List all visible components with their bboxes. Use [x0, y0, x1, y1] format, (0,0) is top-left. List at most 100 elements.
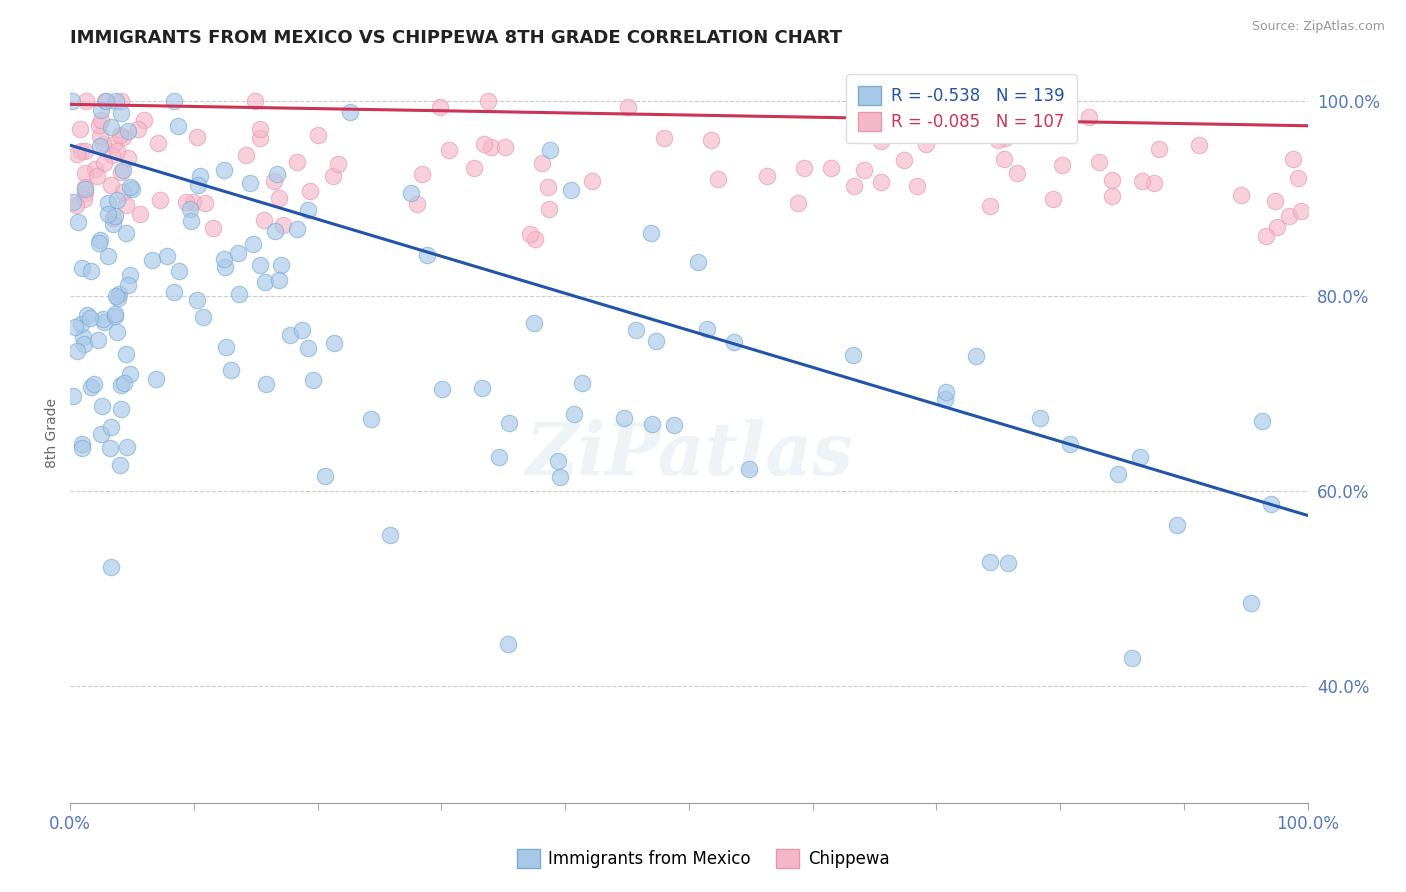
Point: [73, 166, 96, 180]
Point: [186, 130, 208, 145]
Point: [90, 103, 112, 117]
Y-axis label: 8th Grade: 8th Grade: [45, 398, 59, 467]
Point: [114, 198, 136, 212]
Point: [180, 213, 202, 227]
Point: [328, 157, 350, 171]
Point: [1282, 152, 1305, 166]
Text: ZiPatlas: ZiPatlas: [524, 419, 853, 491]
Point: [429, 99, 451, 113]
Point: [108, 458, 131, 473]
Point: [90, 400, 112, 414]
Point: [852, 163, 875, 178]
Point: [893, 153, 915, 168]
Point: [108, 286, 131, 301]
Legend: R = -0.538   N = 139, R = -0.085   N = 107: R = -0.538 N = 139, R = -0.085 N = 107: [846, 74, 1077, 143]
Point: [1107, 467, 1129, 482]
Point: [965, 349, 987, 363]
Point: [249, 258, 271, 272]
Point: [166, 119, 188, 133]
Point: [110, 106, 132, 120]
Point: [416, 248, 439, 262]
Point: [307, 128, 329, 142]
Point: [285, 222, 308, 236]
Point: [145, 372, 167, 386]
Point: [471, 381, 494, 395]
Point: [479, 140, 502, 154]
Point: [905, 179, 928, 194]
Point: [339, 105, 361, 120]
Point: [80, 380, 103, 394]
Point: [242, 236, 264, 251]
Point: [73, 179, 96, 194]
Point: [212, 252, 235, 266]
Point: [1078, 110, 1101, 124]
Point: [1260, 498, 1282, 512]
Point: [75, 95, 97, 109]
Point: [297, 341, 319, 355]
Point: [299, 184, 322, 198]
Point: [1291, 204, 1313, 219]
Point: [110, 95, 132, 109]
Point: [524, 232, 547, 246]
Point: [94, 95, 117, 109]
Point: [69, 317, 91, 331]
Point: [73, 182, 96, 196]
Point: [226, 246, 249, 260]
Point: [187, 178, 209, 193]
Point: [297, 203, 319, 218]
Point: [163, 95, 186, 109]
Point: [537, 180, 560, 194]
Point: [696, 322, 718, 336]
Point: [662, 417, 685, 432]
Point: [641, 417, 664, 431]
Point: [477, 95, 499, 109]
Point: [472, 137, 495, 152]
Point: [360, 411, 382, 425]
Legend: Immigrants from Mexico, Chippewa: Immigrants from Mexico, Chippewa: [510, 842, 896, 875]
Point: [89, 128, 111, 143]
Point: [269, 273, 291, 287]
Point: [869, 134, 891, 148]
Point: [786, 195, 808, 210]
Point: [979, 199, 1001, 213]
Point: [117, 124, 139, 138]
Point: [1230, 188, 1253, 202]
Point: [118, 180, 141, 194]
Point: [1042, 192, 1064, 206]
Text: IMMIGRANTS FROM MEXICO VS CHIPPEWA 8TH GRADE CORRELATION CHART: IMMIGRANTS FROM MEXICO VS CHIPPEWA 8TH G…: [70, 29, 842, 47]
Point: [214, 260, 236, 275]
Point: [538, 202, 561, 216]
Point: [688, 254, 710, 268]
Point: [273, 218, 295, 232]
Point: [72, 330, 94, 344]
Point: [70, 261, 93, 276]
Point: [103, 209, 125, 223]
Point: [80, 264, 103, 278]
Point: [1251, 415, 1274, 429]
Point: [110, 401, 132, 416]
Point: [115, 440, 138, 454]
Point: [219, 363, 242, 377]
Point: [86, 169, 108, 184]
Point: [235, 148, 257, 162]
Point: [1265, 219, 1288, 234]
Point: [73, 145, 96, 159]
Point: [62, 195, 84, 210]
Point: [263, 224, 285, 238]
Point: [190, 169, 212, 183]
Point: [93, 156, 115, 170]
Point: [105, 145, 128, 159]
Point: [66, 146, 89, 161]
Point: [562, 407, 585, 421]
Point: [132, 112, 155, 127]
Point: [156, 249, 179, 263]
Point: [979, 555, 1001, 569]
Point: [100, 560, 122, 574]
Point: [100, 120, 122, 135]
Point: [115, 227, 138, 241]
Point: [118, 367, 141, 381]
Point: [523, 316, 546, 330]
Point: [101, 217, 124, 231]
Point: [141, 253, 163, 268]
Point: [1166, 518, 1188, 533]
